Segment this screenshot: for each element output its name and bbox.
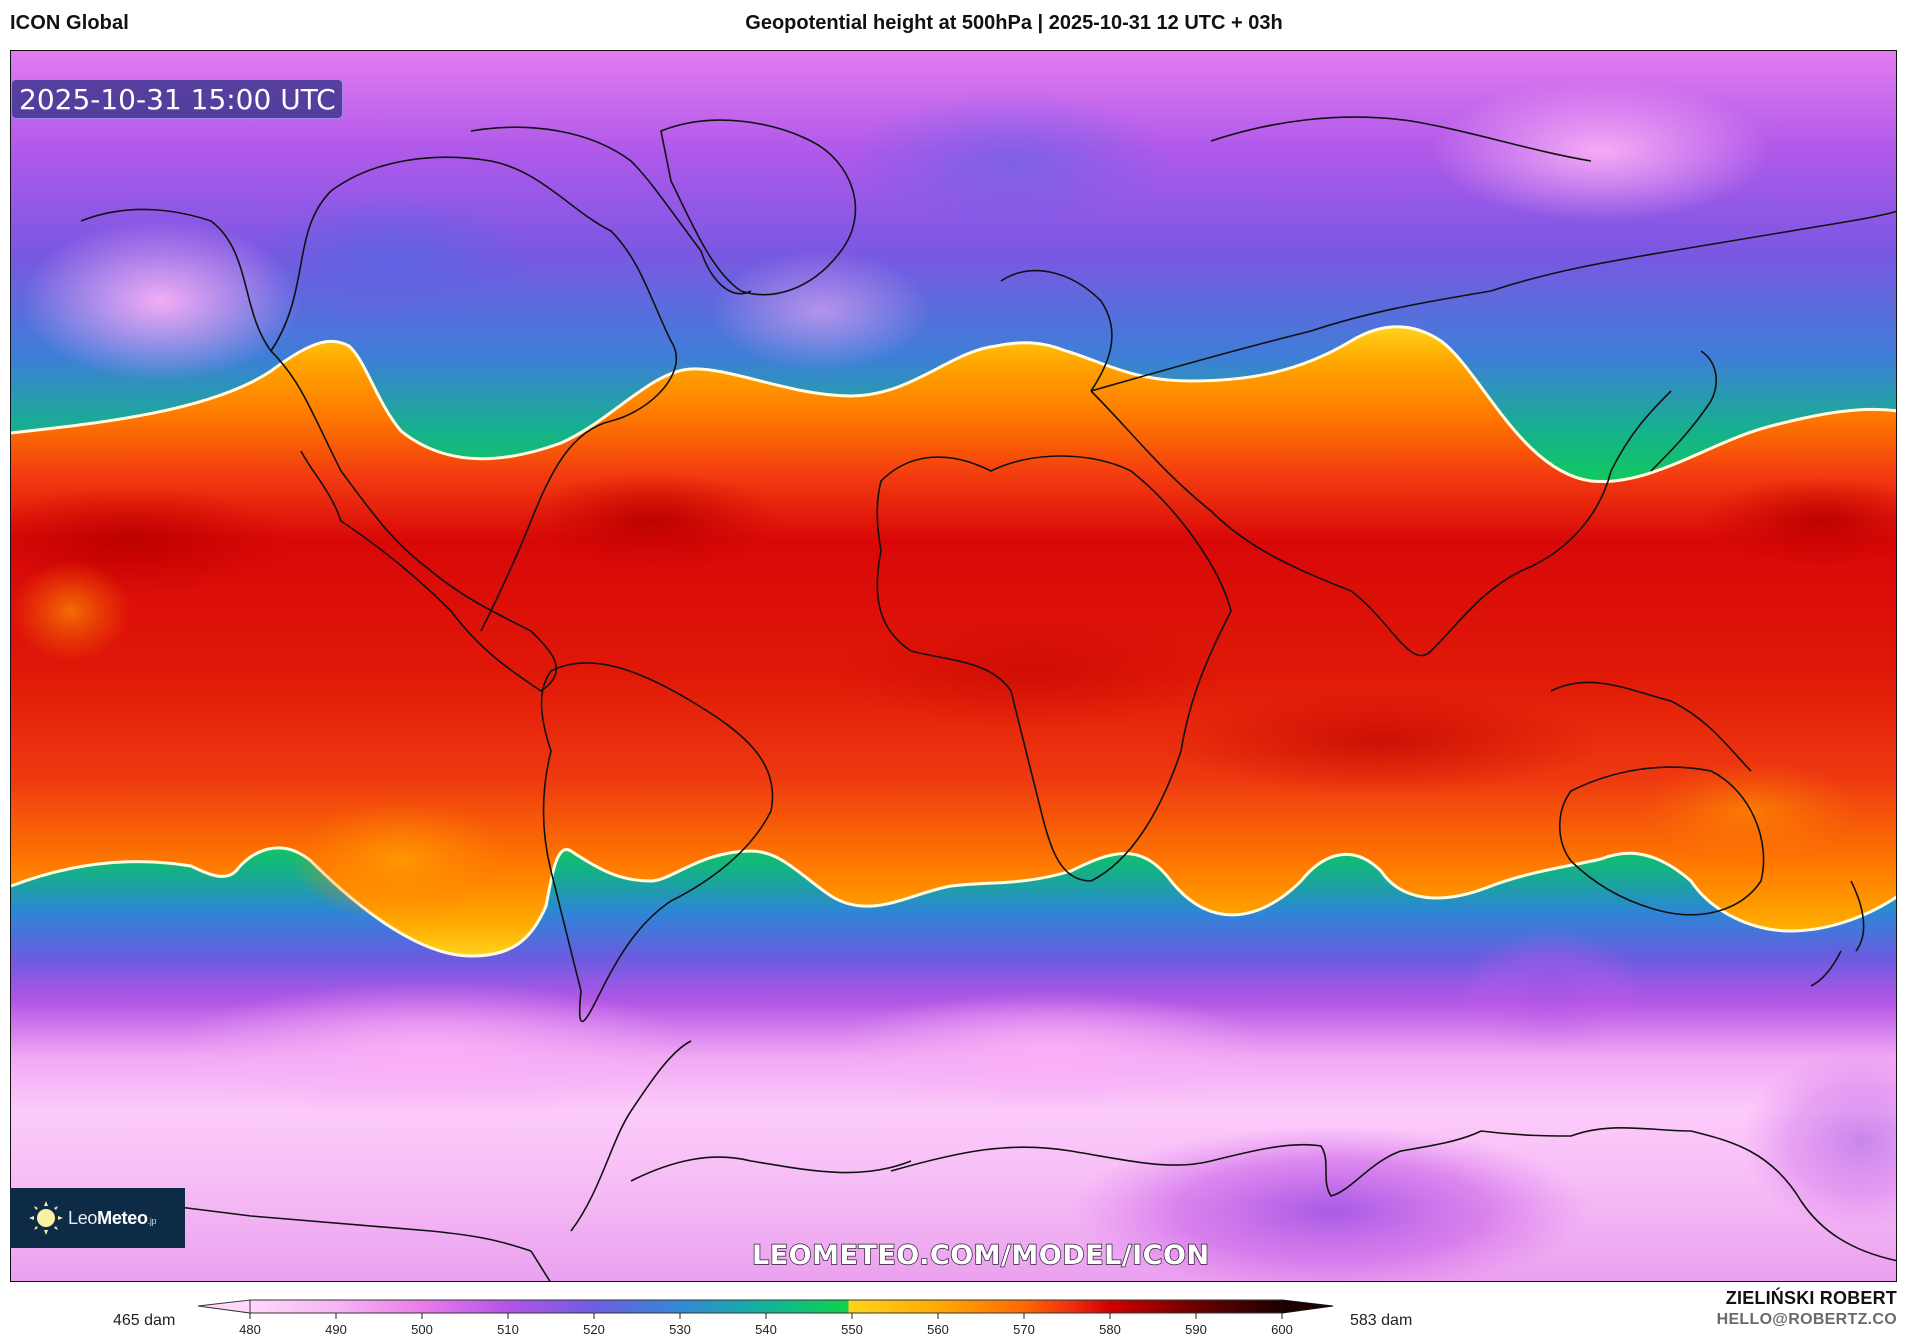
chart-title: Geopotential height at 500hPa | 2025-10-…	[745, 12, 1283, 34]
colorbar-tick: 510	[497, 1322, 519, 1337]
colorbar-tick: 530	[669, 1322, 691, 1337]
colorbar-tick: 570	[1013, 1322, 1035, 1337]
colorbar-tick: 580	[1099, 1322, 1121, 1337]
colorbar-tick: 590	[1185, 1322, 1207, 1337]
author-credit: ZIELIŃSKI ROBERT HELLO@ROBERTZ.CO	[1717, 1288, 1897, 1329]
sun-icon	[28, 1200, 64, 1236]
geopotential-field	[11, 51, 1896, 1281]
colorbar	[197, 1299, 1334, 1319]
colorbar-tick: 560	[927, 1322, 949, 1337]
colorbar-tick: 480	[239, 1322, 261, 1337]
colorbar-tick: 600	[1271, 1322, 1293, 1337]
leometeo-logo[interactable]: LeoMeteo.jp	[10, 1188, 185, 1248]
coastlines	[11, 116, 1896, 1281]
author-name: ZIELIŃSKI ROBERT	[1725, 1288, 1897, 1308]
logo-text: LeoMeteo.jp	[68, 1207, 157, 1228]
colorbar-tick: 520	[583, 1322, 605, 1337]
colorbar-min-label: 465 dam	[113, 1312, 176, 1329]
colorbar-tick: 490	[325, 1322, 347, 1337]
colorbar-tick: 550	[841, 1322, 863, 1337]
colorbar-tick: 540	[755, 1322, 777, 1337]
author-email[interactable]: HELLO@ROBERTZ.CO	[1716, 1311, 1897, 1328]
source-watermark: LEOMETEO.COM/MODEL/ICON	[751, 1239, 1210, 1271]
model-name: ICON Global	[10, 12, 129, 34]
colorbar-tick: 500	[411, 1322, 433, 1337]
map-canvas[interactable]: 2025-10-31 15:00 UTC	[10, 50, 1897, 1282]
colorbar-max-label: 583 dam	[1350, 1312, 1413, 1329]
valid-time-badge: 2025-10-31 15:00 UTC	[11, 79, 343, 119]
